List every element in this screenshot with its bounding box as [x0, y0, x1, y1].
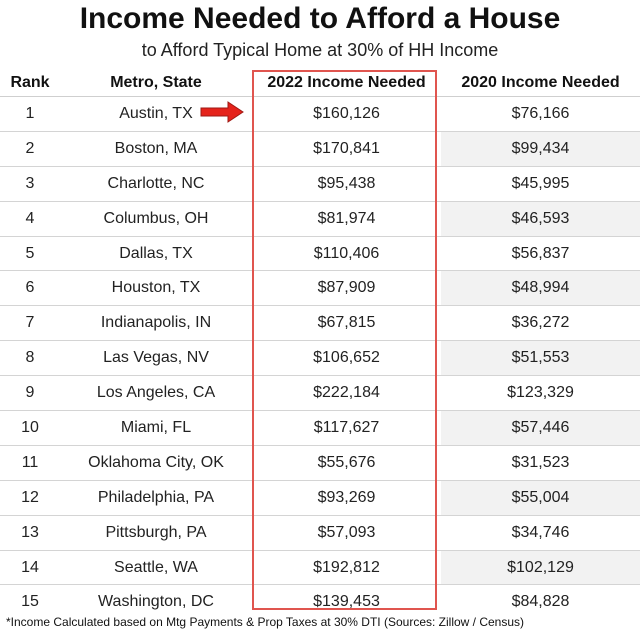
- table-row: 12 Philadelphia, PA $93,269 $55,004: [0, 480, 640, 516]
- cell-2022-income: $87,909: [252, 270, 441, 307]
- cell-metro: Seattle, WA: [60, 550, 252, 586]
- cell-2020-income: $46,593: [441, 201, 640, 237]
- cell-2020-income: $99,434: [441, 131, 640, 167]
- cell-2022-income: $95,438: [252, 166, 441, 202]
- table-row: 13 Pittsburgh, PA $57,093 $34,746: [0, 515, 640, 551]
- cell-2022-income: $139,453: [313, 593, 380, 611]
- cell-metro: Pittsburgh, PA: [60, 515, 252, 551]
- cell-2022-income: $55,676: [252, 445, 441, 481]
- red-arrow-icon: [200, 101, 244, 123]
- cell-metro: Indianapolis, IN: [60, 305, 252, 342]
- cell-2022-income: $192,812: [252, 550, 441, 586]
- cell-2020-income: $84,828: [511, 593, 570, 611]
- cell-2020-income: $56,837: [441, 236, 640, 272]
- table-header-row: Rank Metro, State 2022 Income Needed 202…: [0, 70, 640, 97]
- chart-title: Income Needed to Afford a House: [79, 2, 561, 35]
- cell-2022-income: $222,184: [252, 375, 441, 412]
- header-metro: Metro, State: [60, 70, 252, 97]
- cell-rank: 5: [0, 236, 60, 272]
- cell-rank: 1: [0, 96, 60, 132]
- cell-2020-income: $76,166: [441, 96, 640, 132]
- cell-rank: 15: [21, 593, 39, 611]
- cell-metro: Miami, FL: [60, 410, 252, 446]
- cell-metro: Columbus, OH: [60, 201, 252, 237]
- table-row: 2 Boston, MA $170,841 $99,434: [0, 131, 640, 167]
- cell-2020-income: $48,994: [441, 270, 640, 307]
- chart-subtitle: to Afford Typical Home at 30% of HH Inco…: [141, 40, 499, 60]
- table-row: 9 Los Angeles, CA $222,184 $123,329: [0, 375, 640, 412]
- cell-2022-income: $81,974: [252, 201, 441, 237]
- cell-rank: 2: [0, 131, 60, 167]
- cell-rank: 9: [0, 375, 60, 412]
- cell-metro: Charlotte, NC: [60, 166, 252, 202]
- cell-2020-income: $102,129: [441, 550, 640, 586]
- cell-rank: 4: [0, 201, 60, 237]
- cell-rank: 10: [0, 410, 60, 446]
- cell-rank: 6: [0, 270, 60, 307]
- cell-metro: Las Vegas, NV: [60, 340, 252, 377]
- cell-2020-income: $123,329: [441, 375, 640, 412]
- table-row: 5 Dallas, TX $110,406 $56,837: [0, 236, 640, 272]
- table-row: 8 Las Vegas, NV $106,652 $51,553: [0, 340, 640, 377]
- cell-rank: 13: [0, 515, 60, 551]
- table-body: 1 Austin, TX $160,126 $76,166 2 Boston, MA $17…: [0, 96, 640, 620]
- cell-2020-income: $57,446: [441, 410, 640, 446]
- cell-metro: Los Angeles, CA: [60, 375, 252, 412]
- cell-2020-income: $55,004: [441, 480, 640, 516]
- table-row: 1 Austin, TX $160,126 $76,166: [0, 96, 640, 132]
- table-row: 4 Columbus, OH $81,974 $46,593: [0, 201, 640, 237]
- cell-2020-income: $36,272: [441, 305, 640, 342]
- table-row: 15 Washington, DC $139,453 $84,828: [0, 585, 640, 619]
- cell-2022-income: $93,269: [252, 480, 441, 516]
- table-row: 7 Indianapolis, IN $67,815 $36,272: [0, 305, 640, 342]
- cell-2022-income: $110,406: [252, 236, 441, 272]
- table-row: 10 Miami, FL $117,627 $57,446: [0, 410, 640, 446]
- header-rank: Rank: [0, 70, 60, 97]
- arrow-shape: [200, 101, 244, 123]
- cell-metro: Houston, TX: [60, 270, 252, 307]
- cell-2020-income: $34,746: [441, 515, 640, 551]
- cell-2022-income: $170,841: [252, 131, 441, 167]
- cell-2022-income: $67,815: [252, 305, 441, 342]
- cell-metro: Boston, MA: [60, 131, 252, 167]
- cell-rank: 14: [0, 550, 60, 586]
- cell-2022-income: $160,126: [252, 96, 441, 132]
- footnote: *Income Calculated based on Mtg Payments…: [6, 615, 525, 629]
- cell-rank: 3: [0, 166, 60, 202]
- cell-2020-income: $45,995: [441, 166, 640, 202]
- cell-rank: 11: [0, 445, 60, 481]
- cell-metro: Oklahoma City, OK: [60, 445, 252, 481]
- header-2020-income: 2020 Income Needed: [441, 70, 640, 97]
- cell-2022-income: $117,627: [252, 410, 441, 446]
- cell-metro: Dallas, TX: [60, 236, 252, 272]
- cell-2020-income: $51,553: [441, 340, 640, 377]
- table-row: 3 Charlotte, NC $95,438 $45,995: [0, 166, 640, 202]
- cell-2020-income: $31,523: [441, 445, 640, 481]
- cell-2022-income: $106,652: [252, 340, 441, 377]
- cell-rank: 7: [0, 305, 60, 342]
- income-table: Rank Metro, State 2022 Income Needed 202…: [0, 70, 640, 619]
- cell-metro: Philadelphia, PA: [60, 480, 252, 516]
- cell-metro: Austin, TX: [60, 96, 252, 132]
- table-row: 6 Houston, TX $87,909 $48,994: [0, 270, 640, 307]
- cell-rank: 12: [0, 480, 60, 516]
- cell-rank: 8: [0, 340, 60, 377]
- header-2022-income: 2022 Income Needed: [252, 70, 441, 97]
- cell-2022-income: $57,093: [252, 515, 441, 551]
- cell-metro: Washington, DC: [98, 593, 214, 611]
- table-row: 11 Oklahoma City, OK $55,676 $31,523: [0, 445, 640, 481]
- table-row: 14 Seattle, WA $192,812 $102,129: [0, 550, 640, 586]
